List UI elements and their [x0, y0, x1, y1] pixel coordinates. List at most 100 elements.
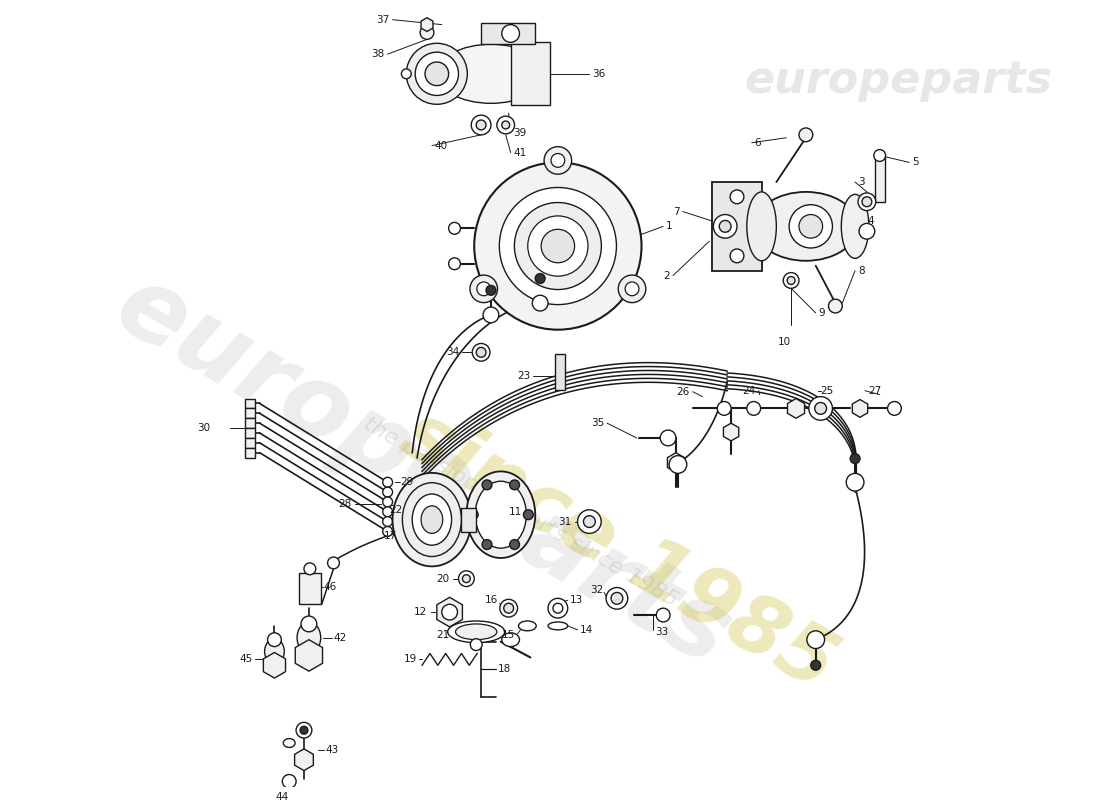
Circle shape [807, 631, 825, 649]
Circle shape [815, 402, 826, 414]
Circle shape [296, 722, 311, 738]
Circle shape [828, 299, 843, 313]
Circle shape [483, 307, 498, 322]
Ellipse shape [502, 633, 519, 646]
Polygon shape [421, 18, 433, 31]
Circle shape [482, 480, 492, 490]
Text: 10: 10 [778, 338, 791, 347]
Ellipse shape [421, 506, 442, 534]
Circle shape [618, 275, 646, 302]
Text: europeparts: europeparts [744, 59, 1052, 102]
Circle shape [544, 146, 572, 174]
Text: 23: 23 [517, 371, 530, 381]
Text: 12: 12 [414, 607, 427, 617]
Circle shape [462, 574, 471, 582]
Polygon shape [437, 598, 462, 627]
Circle shape [888, 402, 901, 415]
Text: 28: 28 [338, 499, 351, 509]
Circle shape [383, 478, 393, 487]
Circle shape [383, 497, 393, 507]
Circle shape [486, 286, 496, 295]
Text: 26: 26 [676, 386, 690, 397]
Text: 14: 14 [580, 625, 593, 635]
Text: 41: 41 [514, 147, 527, 158]
Circle shape [858, 193, 876, 210]
Circle shape [719, 221, 732, 232]
Circle shape [267, 633, 282, 646]
Polygon shape [852, 399, 868, 418]
Ellipse shape [548, 622, 568, 630]
Circle shape [524, 510, 534, 520]
Ellipse shape [406, 43, 468, 104]
Ellipse shape [842, 194, 869, 258]
FancyBboxPatch shape [245, 448, 255, 458]
Circle shape [859, 223, 874, 239]
Text: 4: 4 [868, 217, 875, 226]
Circle shape [502, 121, 509, 129]
Circle shape [449, 258, 461, 270]
Text: 13: 13 [570, 595, 583, 606]
FancyBboxPatch shape [713, 182, 761, 270]
Circle shape [788, 277, 795, 285]
Circle shape [383, 507, 393, 517]
Polygon shape [263, 653, 286, 678]
Circle shape [499, 599, 517, 617]
Circle shape [509, 480, 519, 490]
Text: 34: 34 [447, 347, 460, 358]
Text: 32: 32 [590, 586, 603, 595]
Circle shape [862, 197, 872, 206]
Text: 5: 5 [912, 158, 918, 167]
Text: 29: 29 [400, 478, 414, 487]
Circle shape [789, 205, 833, 248]
Circle shape [383, 517, 393, 526]
Ellipse shape [518, 621, 536, 631]
Circle shape [515, 202, 602, 290]
Polygon shape [724, 423, 739, 441]
Text: 42: 42 [333, 633, 346, 642]
Text: 20: 20 [437, 574, 450, 584]
Text: europeparts: europeparts [98, 258, 746, 687]
Circle shape [283, 774, 296, 788]
Ellipse shape [466, 471, 536, 558]
Circle shape [449, 222, 461, 234]
FancyBboxPatch shape [874, 158, 884, 202]
Circle shape [583, 516, 595, 527]
Text: the passion for parts since 1985: the passion for parts since 1985 [360, 414, 681, 610]
Ellipse shape [297, 622, 321, 654]
Circle shape [799, 128, 813, 142]
Polygon shape [295, 749, 313, 770]
Text: 8: 8 [858, 266, 865, 276]
Circle shape [509, 540, 519, 550]
Circle shape [730, 190, 744, 204]
Text: 39: 39 [514, 128, 527, 138]
Circle shape [730, 249, 744, 262]
Ellipse shape [393, 473, 471, 566]
Circle shape [470, 275, 497, 302]
Circle shape [459, 570, 474, 586]
Ellipse shape [455, 624, 497, 640]
Circle shape [714, 214, 737, 238]
Ellipse shape [755, 192, 858, 261]
Circle shape [811, 660, 821, 670]
Text: 16: 16 [485, 595, 498, 606]
Circle shape [551, 154, 564, 167]
Text: 24: 24 [742, 386, 756, 396]
FancyBboxPatch shape [510, 42, 550, 106]
Circle shape [873, 150, 886, 162]
Circle shape [482, 540, 492, 550]
Text: 30: 30 [197, 423, 210, 433]
Polygon shape [668, 453, 684, 472]
Text: 11: 11 [508, 506, 521, 517]
Circle shape [846, 474, 864, 491]
Circle shape [497, 116, 515, 134]
Circle shape [425, 62, 449, 86]
FancyBboxPatch shape [481, 22, 536, 44]
Circle shape [532, 295, 548, 311]
Circle shape [528, 216, 588, 276]
Text: 25: 25 [821, 386, 834, 396]
Circle shape [660, 430, 676, 446]
Circle shape [420, 26, 433, 39]
Ellipse shape [403, 482, 461, 557]
Circle shape [383, 526, 393, 536]
Text: 3: 3 [858, 177, 865, 187]
